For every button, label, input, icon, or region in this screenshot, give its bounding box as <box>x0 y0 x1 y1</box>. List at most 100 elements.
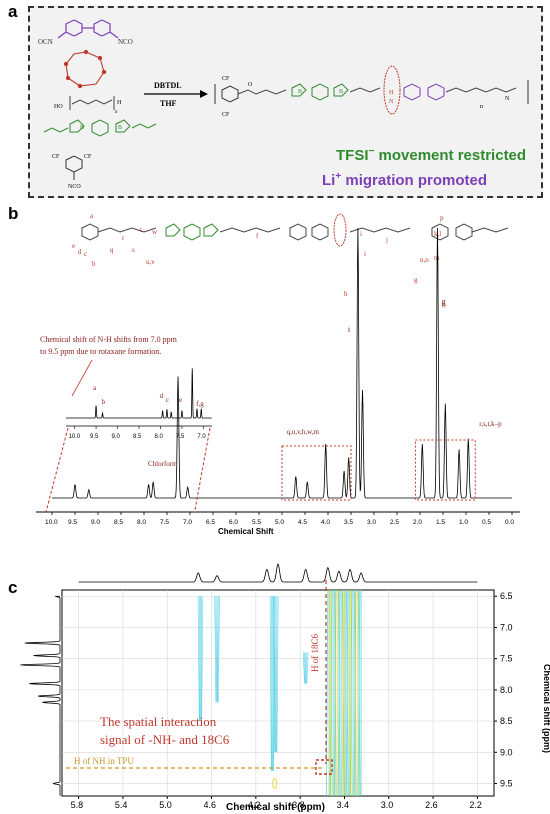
region-box-right <box>414 439 476 501</box>
peak-letter: c <box>84 250 87 258</box>
b-x-tick-label: 6.0 <box>229 519 238 526</box>
inset-peak-label: f,g <box>196 400 204 408</box>
inset-peak-label: b <box>102 398 106 406</box>
b-x-tick-label: 4.5 <box>298 519 307 526</box>
aryl-cf3-left: CF <box>52 154 60 160</box>
c-y-tick-label: 9.5 <box>500 779 513 789</box>
boron-right: B <box>118 125 122 131</box>
product-o: O <box>248 82 253 88</box>
polyol-ho: HO <box>54 104 63 110</box>
c-contour <box>305 652 308 684</box>
b-x-tick-label: 7.5 <box>160 519 169 526</box>
zoom-line-right <box>194 427 211 513</box>
inset-spectrum-line <box>66 368 212 419</box>
c-contour <box>304 652 306 684</box>
inset-tick-label: 10.0 <box>69 434 81 440</box>
condition-catalyst: DBTDL <box>154 81 182 90</box>
b-x-tick-label: 0.5 <box>482 519 491 526</box>
solvent-label: Chlorform <box>148 460 178 468</box>
interaction-annotation-line2: signal of -NH- and 18C6 <box>100 732 230 747</box>
b-x-tick-label: 2.5 <box>390 519 399 526</box>
product-nh: H <box>389 90 394 96</box>
c-contour <box>217 596 220 703</box>
c-contour <box>302 652 305 684</box>
b-x-tick-label: 1.5 <box>436 519 445 526</box>
main-spectrum: 10.0 9.5 9.0 8.5 8.0 7.5 7.0 6.5 6.0 5.5 5.0 4.5 4.0… <box>36 227 520 526</box>
c-x-tick-label: 4.6 <box>204 800 217 810</box>
nh-shift-annotation-line2: to 9.5 ppm due to rotaxane formation. <box>40 347 161 356</box>
product-boron-2: B <box>339 89 343 95</box>
b-x-tick-label: 4.0 <box>321 519 330 526</box>
c-x-tick-label: 3.8 <box>292 800 305 810</box>
b-x-tick-label: 5.0 <box>275 519 284 526</box>
b-x-tick-label: 1.0 <box>459 519 468 526</box>
b-x-tick-label: 2.0 <box>413 519 422 526</box>
c-contour <box>357 589 361 797</box>
plot-frame <box>61 589 495 797</box>
b-x-tick-label: 3.0 <box>367 519 376 526</box>
c-x-tick-label: 2.6 <box>425 800 438 810</box>
polyol-h: H <box>117 100 122 106</box>
c-x-tick-label: 3.0 <box>381 800 394 810</box>
polyol-structure <box>69 96 115 110</box>
inset-tick-label: 7.0 <box>197 434 206 440</box>
panel-c-letter: c <box>8 578 18 597</box>
peak-letter: p <box>440 214 444 222</box>
peak-letter: h <box>344 290 348 298</box>
peak-letter: w <box>152 228 158 236</box>
region-label-left: q,u,v,h,w,m <box>287 428 320 436</box>
product-n-left: N <box>389 99 394 105</box>
peak-letter: i <box>364 250 366 258</box>
annotation-leader <box>71 359 93 397</box>
c-y-tick-label: 9.0 <box>500 747 513 757</box>
nh-shift-annotation-line1: Chemical shift of N-H shifts from 7.0 pp… <box>40 335 178 344</box>
c-x-axis-title: Chemical shift (ppm) <box>226 802 325 813</box>
crown-ether-structure <box>63 49 107 89</box>
peak-letter: r <box>122 234 125 242</box>
c-contour <box>349 589 353 797</box>
li-note: Li+ migration promoted <box>322 171 488 189</box>
panel-a-letter: a <box>8 2 18 21</box>
product-n-right: N <box>505 96 510 102</box>
b-x-tick-label: 7.0 <box>183 519 192 526</box>
b-x-tick-label: 9.0 <box>91 519 100 526</box>
inset-tick-label: 9.5 <box>90 434 99 440</box>
contour-map <box>197 589 362 797</box>
aryl-cf3-right: CF <box>84 154 92 160</box>
tfsi-label: TFSI <box>336 147 369 164</box>
li-rest: migration promoted <box>341 172 488 189</box>
panel-c-2d-nmr: 5.8 5.4 5.0 4.6 4.2 3.8 3.4 3.0 2.6 2.2 6.5 7.0 7.5 8… <box>20 563 550 813</box>
product-cf3-top: CF <box>222 76 230 82</box>
b-x-tick-label: 10.0 <box>45 519 58 526</box>
c-contour <box>198 596 201 722</box>
c-y-tick-label: 6.5 <box>500 591 513 601</box>
inset-peak-label: d <box>160 392 164 400</box>
c-contour <box>200 596 202 722</box>
peak-letter: g <box>414 276 418 284</box>
panel-a-scheme: OCN NCO HO H n B B CF CF NCO DBTDL THF <box>38 19 529 190</box>
c-contour <box>201 596 204 722</box>
peak-label-g: g <box>441 297 445 306</box>
c-contour <box>337 589 341 797</box>
c-contour <box>217 596 219 703</box>
condition-solvent: THF <box>160 99 177 108</box>
c-x-tick-label: 5.8 <box>71 800 84 810</box>
b-x-tick-label: 6.5 <box>206 519 215 526</box>
inset-peak-label: a <box>93 384 97 392</box>
b-x-tick-label: 8.0 <box>137 519 146 526</box>
boronate-diol-structure <box>43 119 157 137</box>
c-x-tick-label: 3.4 <box>336 800 349 810</box>
c-y-tick-label: 8.0 <box>500 685 513 695</box>
b-x-tick-label: 0.0 <box>505 519 514 526</box>
interaction-annotation-line1: The spatial interaction <box>100 714 217 729</box>
inset-tick-label: 7.5 <box>176 434 185 440</box>
b-x-tick-label: 9.5 <box>68 519 77 526</box>
iso-right-label: NCO <box>118 38 133 46</box>
peak-letter: i <box>360 230 362 238</box>
inset-tick-label: 8.0 <box>154 434 163 440</box>
c-contour <box>276 596 279 753</box>
c-x-tick-label: 2.2 <box>469 800 482 810</box>
peak-letter: q <box>110 246 114 254</box>
